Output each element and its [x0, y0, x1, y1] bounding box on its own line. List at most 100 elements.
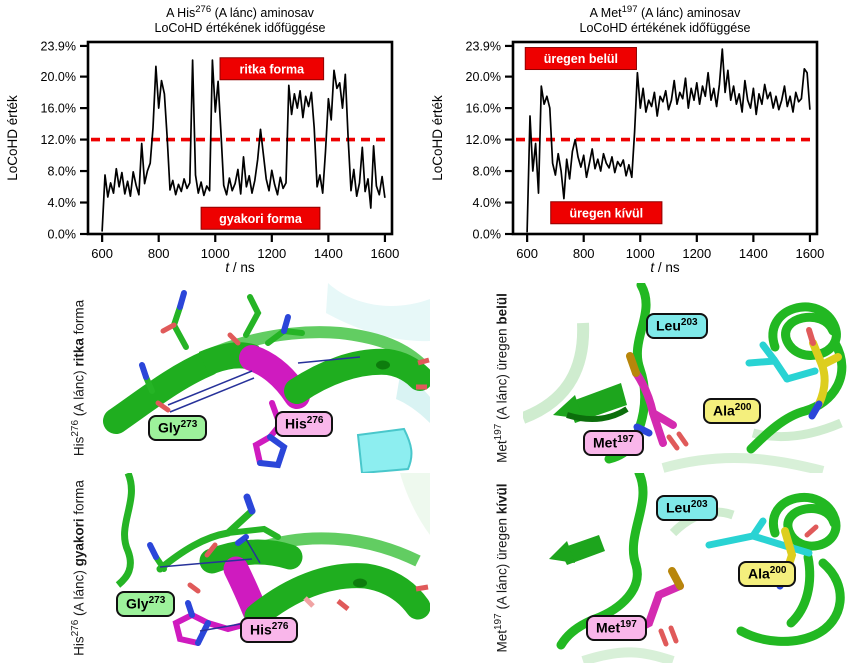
molecule-render — [115, 473, 430, 646]
svg-text:LoCoHD értékének időfüggése: LoCoHD értékének időfüggése — [580, 21, 751, 35]
svg-text:0.0%: 0.0% — [48, 228, 77, 242]
svg-text:600: 600 — [91, 246, 113, 261]
residue-name: Leu — [666, 499, 691, 516]
svg-text:20.0%: 20.0% — [41, 70, 76, 84]
background-ribbons — [326, 283, 430, 473]
molecule-render — [549, 473, 845, 663]
residue-name: Met — [593, 434, 618, 451]
residue-name: His — [250, 621, 272, 638]
stick-residues — [139, 290, 305, 413]
beta-arrow-ribbon — [549, 535, 605, 565]
svg-text:600: 600 — [516, 246, 538, 261]
svg-text:0.0%: 0.0% — [473, 228, 502, 242]
svg-text:23.9%: 23.9% — [41, 39, 76, 53]
svg-text:1000: 1000 — [626, 246, 655, 261]
residue-tag-ala200: Ala200 — [738, 561, 797, 588]
svg-text:8.0%: 8.0% — [473, 165, 502, 179]
side-label-mid: (A lánc) üregen — [493, 324, 509, 424]
svg-text:16.0%: 16.0% — [466, 102, 501, 116]
svg-text:4.0%: 4.0% — [48, 196, 77, 210]
residue-name: Ala — [748, 565, 770, 582]
residue-tag-ala200: Ala200 — [703, 398, 762, 425]
residue-number: 197 — [617, 434, 634, 445]
residue-tag-met197: Met197 — [586, 615, 647, 642]
svg-text:A His276 (A lánc) aminosav: A His276 (A lánc) aminosav — [166, 4, 315, 20]
helix-ribbon — [199, 532, 430, 629]
residue-tag-gly273: Gly273 — [148, 415, 208, 442]
svg-text:16.0%: 16.0% — [41, 102, 76, 116]
loop-ribbon — [115, 473, 135, 588]
residue-name: Met — [596, 619, 621, 636]
svg-text:12.0%: 12.0% — [466, 133, 501, 147]
residue-tag-gly273: Gly273 — [116, 591, 176, 618]
side-label-mid: (A lánc) — [70, 566, 86, 620]
svg-text:800: 800 — [148, 246, 170, 261]
svg-text:t / ns: t / ns — [225, 260, 255, 275]
side-label-bold: ritka — [70, 338, 86, 367]
residue-tag-leu203: Leu203 — [646, 313, 708, 340]
polar-contact-lines — [167, 356, 361, 413]
panel-side-label: His276 (A lánc) gyakori forma — [55, 473, 100, 663]
svg-text:1400: 1400 — [739, 246, 768, 261]
svg-text:t / ns: t / ns — [650, 260, 680, 275]
molecular-scene-his276-ritka: Gly273 His276 — [100, 283, 430, 473]
residue-number: 203 — [690, 499, 708, 510]
residue-name: His — [285, 415, 307, 432]
svg-text:1200: 1200 — [257, 246, 286, 261]
side-label-sup: 276 — [69, 619, 81, 637]
panel-side-label: Met197 (A lánc) üregen belül — [478, 283, 523, 473]
svg-text:1600: 1600 — [370, 246, 399, 261]
residue-number: 203 — [680, 317, 698, 328]
svg-text:A Met197 (A lánc) aminosav: A Met197 (A lánc) aminosav — [590, 4, 741, 20]
panel-his276-gyakori: His 276 (A lánc) gyakori forma — [55, 473, 430, 663]
svg-text:1200: 1200 — [682, 246, 711, 261]
svg-text:LoCoHD értékének időfüggése: LoCoHD értékének időfüggése — [155, 21, 326, 35]
svg-text:üregen kívül: üregen kívül — [570, 206, 644, 220]
chart-his276-locohd-timeseries: 23.9% 20.0% 16.0% 12.0% 8.0% 4.0% 0.0% 600 800 10… — [5, 4, 399, 275]
met197-sidechain — [626, 352, 689, 451]
molecular-scene-met197-belul: Leu203 Ala200 Met197 — [523, 283, 850, 473]
svg-text:1600: 1600 — [795, 246, 824, 261]
svg-text:1000: 1000 — [201, 246, 230, 261]
residue-tag-leu203: Leu203 — [656, 495, 718, 522]
svg-text:12.0%: 12.0% — [41, 133, 76, 147]
molecular-scene-his276-gyakori: Gly273 His276 — [100, 473, 430, 663]
panel-his276-ritka: His276 (A lánc) ritka forma — [55, 283, 430, 473]
svg-text:üregen belül: üregen belül — [544, 52, 618, 66]
side-label-sup: 197 — [492, 423, 504, 441]
molecular-scene-met197-kivul: Leu203 Ala200 Met197 — [523, 473, 850, 663]
residue-name: Gly — [126, 595, 149, 612]
side-label-sup: 197 — [492, 613, 504, 630]
svg-text:23.9%: 23.9% — [466, 39, 501, 53]
side-label-text: Met — [493, 440, 509, 463]
ala200-sidechain — [806, 327, 842, 420]
chart-box-met197: 23.9% 20.0% 16.0% 12.0% 8.0% 4.0% 0.0% 600 800 10… — [425, 0, 850, 280]
residue-name: Ala — [713, 402, 735, 419]
residue-name: Leu — [656, 317, 681, 334]
residue-number: 197 — [620, 619, 637, 630]
side-label-bold: belül — [493, 293, 509, 325]
panel-met197-belul: Met197 (A lánc) üregen belül — [478, 283, 850, 473]
chart-box-his276: 23.9% 20.0% 16.0% 12.0% 8.0% 4.0% 0.0% 600 800 10… — [0, 0, 425, 280]
svg-text:LoCoHD érték: LoCoHD érték — [5, 95, 20, 181]
side-label-mid: (A lánc) — [70, 366, 86, 420]
svg-text:8.0%: 8.0% — [48, 165, 77, 179]
residue-number: 273 — [148, 595, 166, 606]
svg-text:gyakori forma: gyakori forma — [219, 212, 303, 226]
svg-text:20.0%: 20.0% — [466, 70, 501, 84]
side-label-text: Met — [493, 630, 509, 653]
side-label-bold: gyakori — [70, 518, 86, 567]
side-label-mid: (A lánc) üregen — [493, 514, 509, 614]
residue-name: Gly — [158, 419, 181, 436]
svg-text:800: 800 — [573, 246, 595, 261]
molecule-render — [103, 283, 430, 473]
side-label-sup: 276 — [69, 419, 81, 437]
side-label-text: His — [70, 436, 86, 457]
background-ribbons — [400, 473, 430, 535]
residue-number: 276 — [306, 415, 324, 426]
side-label-post: forma — [70, 480, 86, 519]
panel-side-label: His276 (A lánc) ritka forma — [55, 283, 100, 473]
panel-side-label: Met197 (A lánc) üregen kívül — [478, 473, 523, 663]
side-label-bold: kívül — [493, 483, 509, 515]
